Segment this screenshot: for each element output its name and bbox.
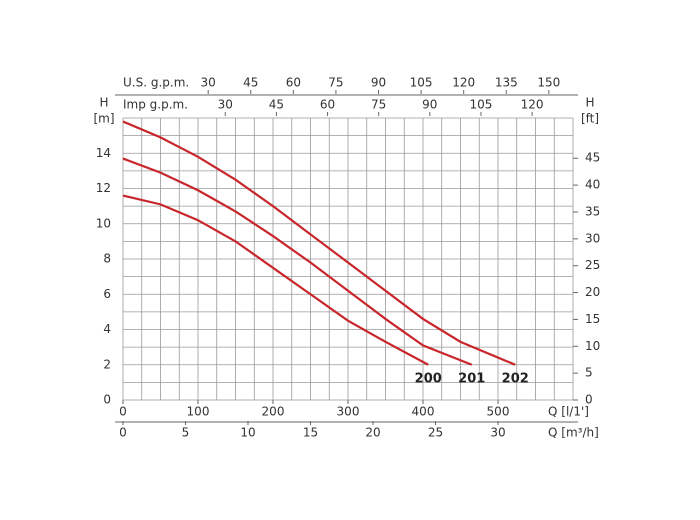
curve-label: 200 xyxy=(415,371,442,386)
y-tick-label: 2 xyxy=(103,357,111,371)
x-tick-label: 5 xyxy=(182,426,190,440)
x-tick-label: 135 xyxy=(495,76,518,90)
x-axis-label: U.S. g.p.m. xyxy=(123,76,189,90)
y-tick-label: 14 xyxy=(96,146,111,160)
x-tick-label: 0 xyxy=(119,405,127,419)
y-tick-label: 8 xyxy=(103,252,111,266)
y2-label: H xyxy=(585,96,594,110)
y-tick-label: 12 xyxy=(96,181,111,195)
x-tick-label: 20 xyxy=(365,426,380,440)
x-tick-label: 200 xyxy=(262,405,285,419)
curve-label: 201 xyxy=(458,371,485,386)
y2-tick-label: 35 xyxy=(585,204,600,218)
x-axis-label: Imp g.p.m. xyxy=(123,98,188,112)
x-tick-label: 75 xyxy=(328,76,343,90)
x-tick-label: 25 xyxy=(428,426,443,440)
y2-tick-label: 25 xyxy=(585,258,600,272)
x-tick-label: 150 xyxy=(537,76,560,90)
y-tick-label: 0 xyxy=(103,393,111,407)
x-tick-label: 90 xyxy=(422,98,437,112)
x-tick-label: 105 xyxy=(410,76,433,90)
x-tick-label: 120 xyxy=(452,76,475,90)
y-label: [m] xyxy=(93,112,114,126)
x-tick-label: 60 xyxy=(286,76,301,90)
x-tick-label: 45 xyxy=(243,76,258,90)
y2-tick-label: 15 xyxy=(585,312,600,326)
x-axis-label: Q [m³/h] xyxy=(548,426,599,440)
x-tick-label: 30 xyxy=(490,426,505,440)
y2-tick-label: 10 xyxy=(585,339,600,353)
x-tick-label: 400 xyxy=(412,405,435,419)
x-tick-label: 15 xyxy=(303,426,318,440)
x-tick-label: 500 xyxy=(487,405,510,419)
x-tick-label: 30 xyxy=(201,76,216,90)
y2-tick-label: 0 xyxy=(585,393,593,407)
x-tick-label: 100 xyxy=(187,405,210,419)
curve xyxy=(122,157,473,366)
y-tick-label: 4 xyxy=(103,322,111,336)
x-tick-label: 60 xyxy=(320,98,335,112)
y2-label: [ft] xyxy=(581,112,599,126)
x-tick-label: 90 xyxy=(371,76,386,90)
x-tick-label: 10 xyxy=(240,426,255,440)
x-tick-label: 105 xyxy=(470,98,493,112)
curve xyxy=(122,120,516,366)
x-tick-label: 300 xyxy=(337,405,360,419)
x-tick-label: 30 xyxy=(218,98,233,112)
x-tick-label: 0 xyxy=(119,426,127,440)
x-tick-label: 45 xyxy=(269,98,284,112)
x-axis-label: Q [l/1'] xyxy=(548,405,589,419)
x-tick-label: 75 xyxy=(371,98,386,112)
y2-tick-label: 20 xyxy=(585,285,600,299)
curve-label: 202 xyxy=(502,371,529,386)
y2-tick-label: 40 xyxy=(585,178,600,192)
y2-tick-label: 30 xyxy=(585,231,600,245)
y-tick-label: 6 xyxy=(103,287,111,301)
y2-tick-label: 45 xyxy=(585,151,600,165)
x-tick-label: 120 xyxy=(521,98,544,112)
y-tick-label: 10 xyxy=(96,216,111,230)
y-label: H xyxy=(99,96,108,110)
y2-tick-label: 5 xyxy=(585,366,593,380)
curve xyxy=(122,194,429,366)
